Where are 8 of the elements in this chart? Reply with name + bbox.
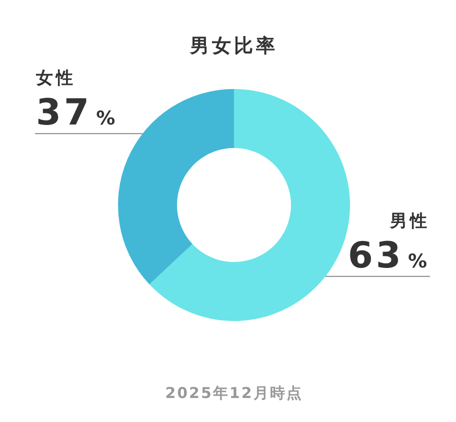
data-label: 63% (348, 235, 430, 276)
donut-slice (149, 89, 350, 321)
chart-title: 男女比率 (189, 35, 278, 57)
slice-label: 男性 (389, 211, 430, 232)
donut-slice (118, 89, 234, 284)
slice-label: 女性 (35, 68, 76, 89)
text: 2025年12月時点 (165, 384, 303, 402)
data-label: 37% (36, 92, 118, 134)
